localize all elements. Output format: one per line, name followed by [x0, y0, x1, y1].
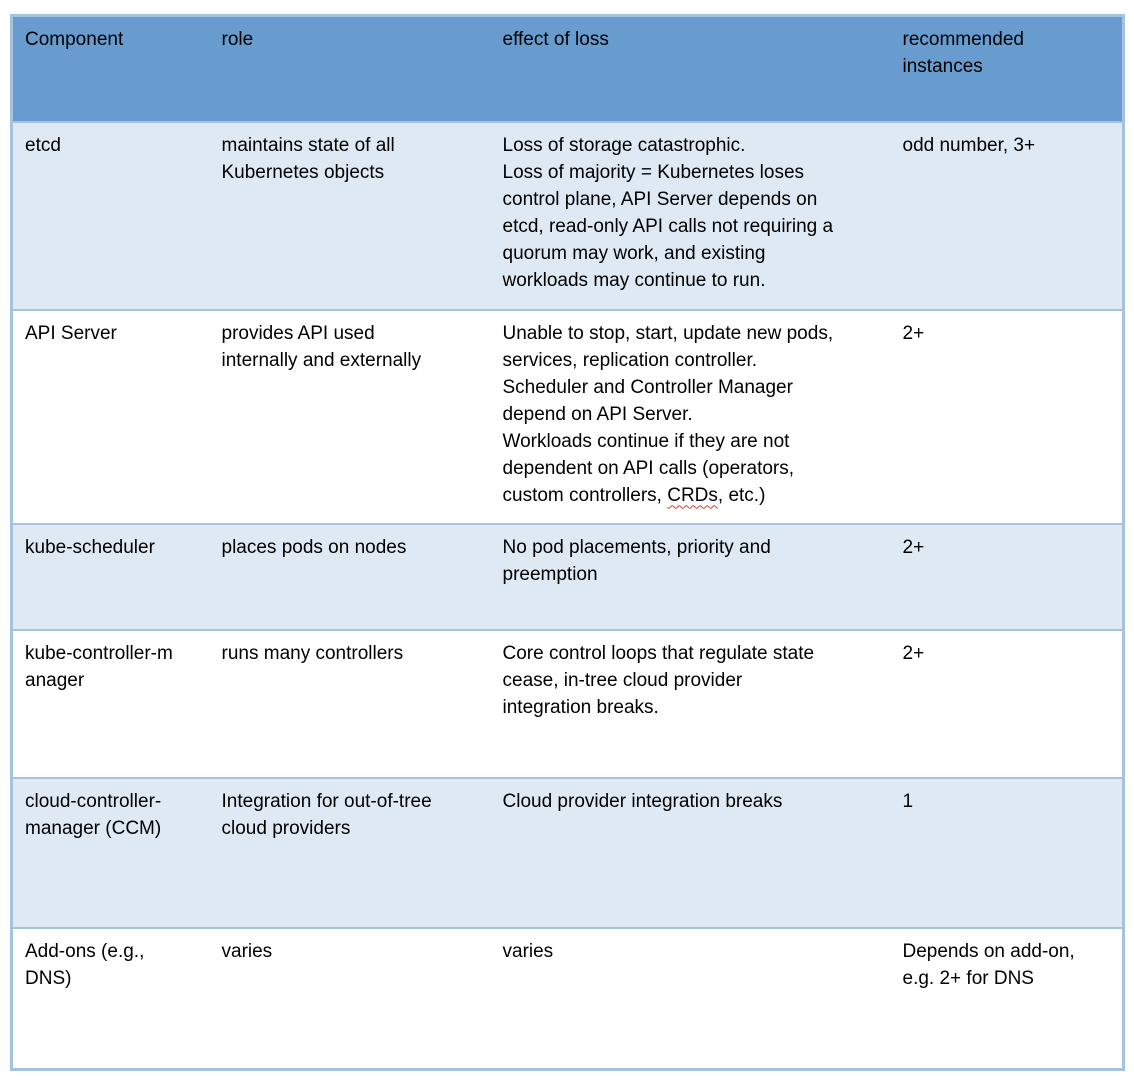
cell-component: etcd [11, 120, 210, 310]
cell-effect: varies [490, 926, 891, 1070]
column-header-role: role [209, 15, 491, 123]
cell-component: API Server [11, 308, 210, 524]
table-row-api-server: API Server provides API used internally … [11, 308, 1124, 524]
table-row-add-ons: Add-ons (e.g., DNS) varies varies Depend… [11, 926, 1124, 1070]
cell-effect: Core control loops that regulate state c… [490, 628, 891, 778]
components-table: Component role effect of loss recommende… [10, 14, 1125, 1071]
cell-effect: No pod placements, priority and preempti… [490, 522, 891, 630]
effect-text: Unable to stop, start, update new pods, … [502, 322, 834, 506]
column-header-component: Component [11, 15, 210, 123]
table-row-etcd: etcd maintains state of all Kubernetes o… [11, 120, 1124, 310]
cell-instances: 2+ [890, 522, 1124, 630]
cell-component: Add-ons (e.g., DNS) [11, 926, 210, 1070]
table-row-cloud-controller-manager: cloud-controller- manager (CCM) Integrat… [11, 776, 1124, 928]
cell-role: varies [209, 926, 491, 1070]
table-row-kube-controller-manager: kube-controller-m anager runs many contr… [11, 628, 1124, 778]
cell-role: provides API used internally and externa… [209, 308, 491, 524]
cell-role: Integration for out-of-tree cloud provid… [209, 776, 491, 928]
cell-component: cloud-controller- manager (CCM) [11, 776, 210, 928]
cell-instances: 2+ [890, 308, 1124, 524]
components-table-container: Component role effect of loss recommende… [10, 14, 1125, 1071]
cell-role: maintains state of all Kubernetes object… [209, 120, 491, 310]
cell-instances: 1 [890, 776, 1124, 928]
cell-component: kube-scheduler [11, 522, 210, 630]
cell-role: runs many controllers [209, 628, 491, 778]
cell-role: places pods on nodes [209, 522, 491, 630]
cell-component: kube-controller-m anager [11, 628, 210, 778]
cell-instances: Depends on add-on, e.g. 2+ for DNS [890, 926, 1124, 1070]
header-row: Component role effect of loss recommende… [11, 15, 1124, 123]
column-header-effect-of-loss: effect of loss [490, 15, 891, 123]
cell-instances: 2+ [890, 628, 1124, 778]
column-header-recommended-instances: recommended instances [890, 15, 1124, 123]
table-row-kube-scheduler: kube-scheduler places pods on nodes No p… [11, 522, 1124, 630]
cell-effect: Unable to stop, start, update new pods, … [490, 308, 891, 524]
cell-effect: Cloud provider integration breaks [490, 776, 891, 928]
effect-text: , etc.) [717, 484, 766, 506]
cell-instances: odd number, 3+ [890, 120, 1124, 310]
cell-effect: Loss of storage catastrophic. Loss of ma… [490, 120, 891, 310]
misspelled-word: CRDs [667, 484, 718, 506]
